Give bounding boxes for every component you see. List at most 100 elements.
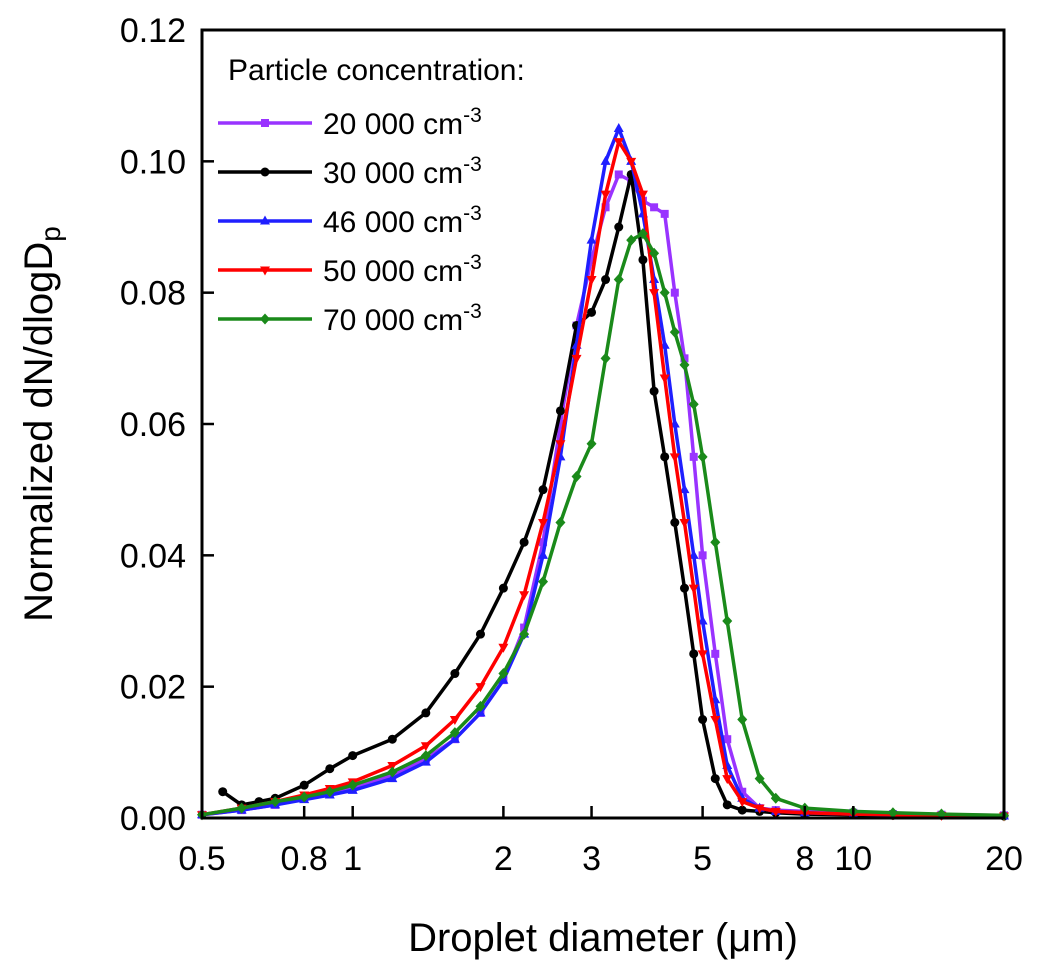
data-point — [324, 786, 335, 798]
legend-swatch-marker — [260, 266, 270, 276]
data-point — [587, 307, 597, 317]
data-point — [218, 787, 228, 797]
data-point — [555, 440, 566, 450]
data-point — [421, 708, 431, 718]
data-point — [586, 234, 597, 244]
series-4 — [197, 138, 1009, 822]
data-point — [586, 276, 597, 286]
data-point — [722, 775, 733, 785]
x-tick-label: 1 — [343, 840, 362, 878]
series-layer — [197, 123, 1009, 822]
data-point — [539, 538, 548, 547]
data-point — [236, 802, 247, 814]
data-point — [600, 190, 611, 200]
data-point — [710, 774, 720, 784]
legend-label-superscript: -3 — [463, 202, 482, 225]
legend-label: 30 000 cm-3 — [323, 153, 482, 190]
legend-label-superscript: -3 — [463, 300, 482, 323]
data-point — [586, 438, 597, 450]
data-point — [669, 453, 680, 463]
legend-entry: 70 000 cm-3 — [218, 300, 482, 337]
data-point — [387, 734, 397, 744]
data-point — [689, 452, 698, 461]
x-tick-label: 2 — [494, 840, 513, 878]
y-tick-label: 0.12 — [120, 12, 186, 50]
data-point — [387, 761, 398, 771]
data-point — [754, 804, 765, 814]
data-point — [601, 275, 611, 285]
legend-entry: 20 000 cm-3 — [218, 104, 482, 141]
data-point — [679, 359, 690, 371]
data-point — [475, 700, 486, 712]
data-point — [587, 255, 596, 264]
data-point — [601, 203, 610, 212]
data-point — [650, 203, 659, 212]
x-tick-label: 20 — [985, 840, 1023, 878]
y-tick-label: 0.04 — [120, 537, 186, 575]
data-point — [770, 807, 781, 817]
legend-label-superscript: -3 — [463, 104, 482, 127]
legend-entry: 46 000 cm-3 — [218, 202, 482, 239]
data-point — [649, 386, 659, 396]
y-axis-title-main: Normalized dN/dlogD — [17, 242, 61, 622]
data-point — [688, 584, 699, 594]
data-point — [737, 805, 747, 815]
data-point — [638, 255, 648, 265]
data-point — [475, 683, 486, 693]
y-tick-label: 0.08 — [120, 275, 186, 313]
y-tick-label: 0.10 — [120, 143, 186, 181]
x-tick-label: 0.8 — [281, 840, 328, 878]
data-point — [660, 452, 670, 462]
data-point — [649, 289, 660, 299]
data-point — [498, 674, 509, 684]
data-point — [660, 209, 669, 218]
data-point — [613, 123, 624, 132]
data-point — [519, 537, 529, 547]
data-point — [475, 629, 485, 639]
x-tick-label: 5 — [693, 840, 712, 878]
data-point — [626, 234, 637, 246]
data-point — [710, 536, 721, 548]
data-point — [689, 649, 699, 659]
data-point — [737, 714, 748, 725]
legend-swatch-marker — [260, 215, 270, 225]
y-axis-title: Normalized dN/dlogDp — [17, 226, 66, 622]
data-point — [680, 354, 689, 363]
series-5 — [197, 228, 1009, 821]
data-point — [555, 406, 565, 416]
legend-label-text: 20 000 cm — [323, 108, 463, 141]
data-point — [670, 288, 679, 297]
data-point — [420, 750, 431, 762]
x-tick-label: 10 — [834, 840, 872, 878]
data-point — [614, 222, 624, 232]
data-point — [538, 576, 549, 588]
data-point — [450, 669, 460, 679]
data-point — [299, 791, 310, 803]
legend-label-text: 46 000 cm — [323, 206, 463, 239]
data-point — [420, 756, 431, 766]
data-point — [679, 484, 690, 494]
legend-label-text: 30 000 cm — [323, 157, 463, 190]
data-point — [538, 519, 549, 528]
legend-swatch-marker — [261, 119, 269, 127]
data-point — [669, 326, 680, 338]
legend-label: 20 000 cm-3 — [323, 104, 482, 141]
legend-label: 46 000 cm-3 — [323, 202, 482, 239]
data-point — [613, 138, 624, 148]
axes-layer: 0.5 0.8 1 2 3 5 8 10 20 0.00 0.02 0.04 0.06 0.08 0.10 0… — [120, 12, 1023, 878]
data-point — [556, 420, 565, 428]
data-point — [688, 549, 699, 559]
data-point — [571, 471, 582, 483]
data-point — [697, 650, 708, 660]
series-line — [201, 139, 1005, 818]
data-point — [538, 485, 548, 495]
data-point — [387, 766, 398, 778]
series-3 — [197, 123, 1009, 820]
data-point — [649, 247, 660, 259]
data-point — [498, 668, 509, 680]
data-point — [723, 735, 732, 744]
x-tick-label: 0.5 — [178, 840, 225, 878]
data-point — [519, 628, 530, 640]
data-point — [347, 779, 358, 791]
